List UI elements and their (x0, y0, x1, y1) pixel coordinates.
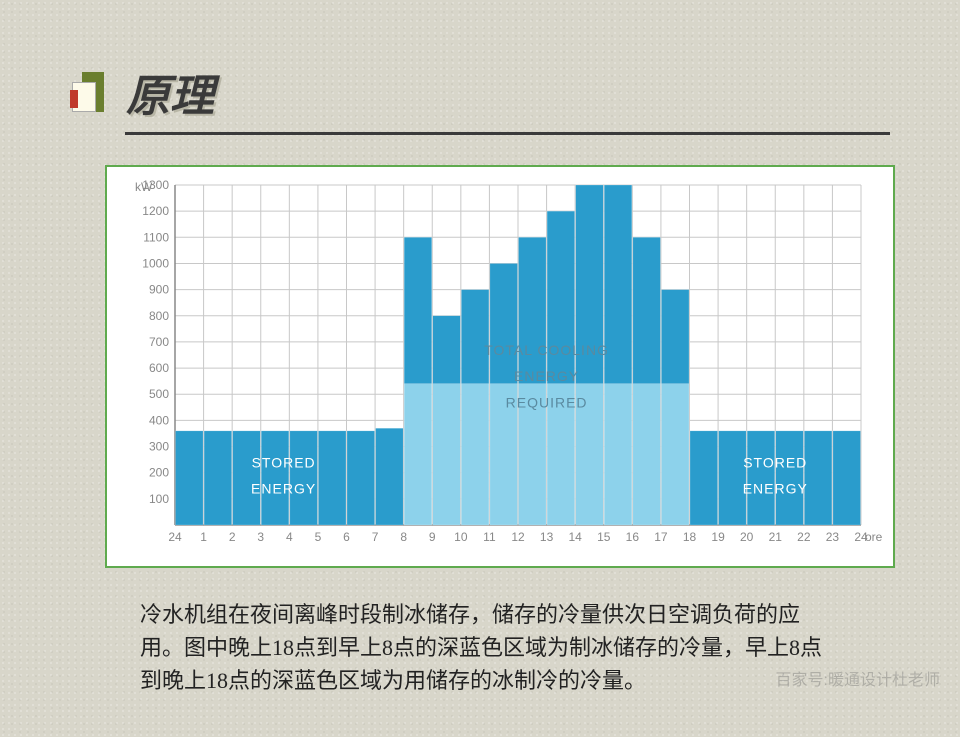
chart-svg: 100 200 300 400 500 600 700 800 900 1000 1100 1200 1… (115, 173, 889, 553)
svg-text:300: 300 (149, 440, 169, 454)
svg-text:ENERGY: ENERGY (743, 481, 808, 497)
slide-caption: 冷水机组在夜间离峰时段制冰储存，储存的冷量供次日空调负荷的应用。图中晚上18点到… (140, 598, 835, 697)
svg-text:10: 10 (454, 530, 468, 544)
svg-text:17: 17 (654, 530, 668, 544)
svg-text:5: 5 (315, 530, 322, 544)
svg-text:8: 8 (400, 530, 407, 544)
svg-text:900: 900 (149, 283, 169, 297)
title-divider (125, 132, 890, 135)
svg-text:STORED: STORED (252, 454, 316, 470)
svg-text:ENERGY: ENERGY (514, 368, 579, 384)
svg-text:13: 13 (540, 530, 554, 544)
svg-text:800: 800 (149, 309, 169, 323)
svg-text:20: 20 (740, 530, 754, 544)
svg-text:12: 12 (511, 530, 525, 544)
svg-text:6: 6 (343, 530, 350, 544)
title-bullet-icon (70, 68, 108, 116)
watermark-text: 百家号:暖通设计杜老师 (776, 666, 940, 690)
slide-title: 原理 (126, 60, 214, 124)
svg-text:400: 400 (149, 413, 169, 427)
svg-text:11: 11 (483, 530, 496, 544)
svg-text:21: 21 (769, 530, 783, 544)
svg-text:24: 24 (168, 530, 182, 544)
svg-text:ore: ore (865, 530, 883, 544)
svg-text:700: 700 (149, 335, 169, 349)
svg-text:19: 19 (711, 530, 725, 544)
svg-text:22: 22 (797, 530, 811, 544)
svg-text:9: 9 (429, 530, 436, 544)
svg-text:1200: 1200 (142, 204, 169, 218)
svg-text:4: 4 (286, 530, 293, 544)
svg-text:14: 14 (568, 530, 582, 544)
svg-text:1000: 1000 (142, 256, 169, 270)
svg-text:2: 2 (229, 530, 236, 544)
svg-text:STORED: STORED (743, 454, 807, 470)
svg-text:200: 200 (149, 466, 169, 480)
svg-text:15: 15 (597, 530, 611, 544)
svg-text:18: 18 (683, 530, 697, 544)
svg-text:ENERGY: ENERGY (251, 481, 316, 497)
svg-text:kW: kW (135, 180, 153, 194)
svg-text:3: 3 (257, 530, 264, 544)
slide-title-row: 原理 (70, 60, 890, 124)
svg-text:1: 1 (200, 530, 207, 544)
svg-text:16: 16 (626, 530, 640, 544)
cooling-energy-chart: 100 200 300 400 500 600 700 800 900 1000 1100 1200 1… (105, 165, 895, 568)
svg-text:7: 7 (372, 530, 379, 544)
svg-text:TOTAL COOLING: TOTAL COOLING (484, 342, 609, 358)
svg-text:23: 23 (826, 530, 840, 544)
svg-text:REQUIRED: REQUIRED (506, 394, 588, 410)
svg-text:500: 500 (149, 387, 169, 401)
svg-text:1100: 1100 (143, 230, 169, 244)
svg-text:600: 600 (149, 361, 169, 375)
svg-text:100: 100 (149, 492, 169, 506)
